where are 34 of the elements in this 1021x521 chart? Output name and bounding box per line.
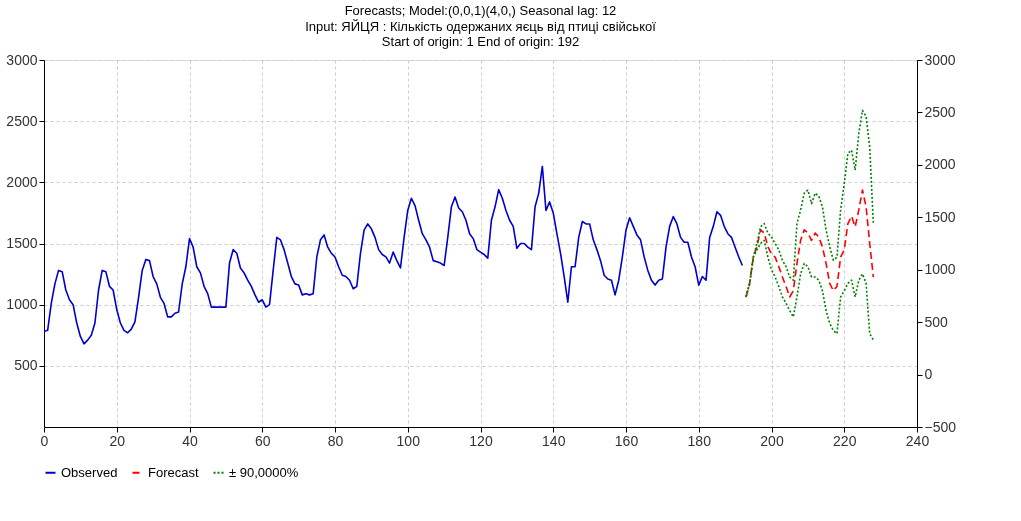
y2-tick-label: 3000 [924, 51, 956, 68]
y-tick-label: 1000 [6, 296, 38, 313]
x-tick-label: 240 [905, 432, 930, 449]
legend-label: ± 90,0000% [229, 464, 299, 480]
x-tick-label: 60 [254, 432, 271, 449]
y-tick-label: 3000 [6, 51, 38, 68]
legend-label: Forecast [148, 464, 199, 480]
x-tick-label: 40 [182, 432, 198, 449]
chart-subtitle: Input: ЯЙЦЯ : Кількість одержаних яєць від птиці свійської Start of origin: 1 End of origin: 192 [305, 19, 657, 49]
x-tick-label: 80 [327, 432, 344, 449]
x-tick-label: 100 [396, 432, 421, 449]
x-tick-label: 140 [542, 432, 566, 449]
y2-tick-label: 500 [924, 313, 949, 330]
line-series [44, 165, 744, 345]
y2-tick-label: −500 [924, 418, 957, 435]
y-tick-label: 500 [14, 357, 38, 374]
y-tick-label: 1500 [6, 235, 38, 251]
x-tick-label: 0 [40, 432, 49, 449]
legend-label: Observed [61, 464, 118, 480]
y-tick-label: 2000 [6, 173, 38, 190]
y2-tick-label: 1000 [924, 261, 956, 278]
x-tick-label: 180 [687, 432, 712, 449]
x-tick-label: 160 [614, 432, 639, 449]
x-tick-label: 200 [760, 432, 784, 449]
y2-tick-label: 2500 [924, 103, 956, 120]
y2-tick-label: 1500 [924, 208, 956, 225]
y2-tick-label: 0 [924, 366, 933, 383]
line-series [745, 189, 875, 298]
y2-tick-label: 2000 [924, 156, 956, 173]
x-tick-label: 120 [469, 432, 493, 449]
chart-title: Forecasts; Model:(0,0,1)(4,0,) Seasonal lag: 12 [344, 3, 617, 18]
x-tick-label: 20 [109, 432, 126, 449]
y-tick-label: 2500 [6, 112, 38, 129]
x-tick-label: 220 [833, 432, 857, 449]
